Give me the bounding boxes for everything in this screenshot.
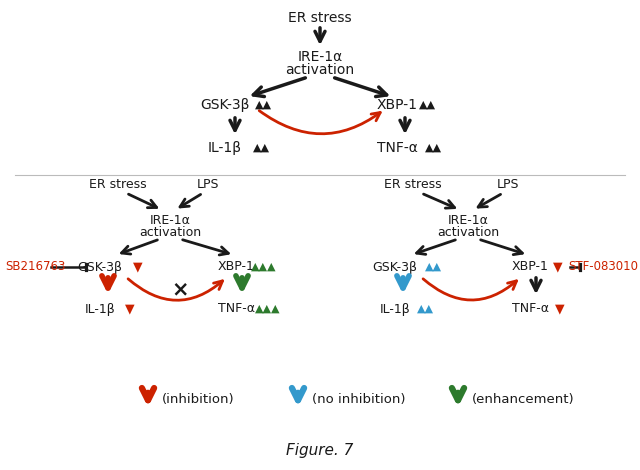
Text: IL-1β: IL-1β [380, 303, 410, 315]
Text: ▼: ▼ [133, 260, 143, 274]
Text: TNF-α: TNF-α [376, 141, 417, 155]
Text: GSK-3β: GSK-3β [372, 260, 417, 274]
Text: IL-1β: IL-1β [208, 141, 242, 155]
Text: ▲▲: ▲▲ [424, 143, 442, 153]
Text: activation: activation [139, 226, 201, 238]
Text: TNF-α: TNF-α [511, 303, 548, 315]
Text: IRE-1α: IRE-1α [298, 50, 342, 64]
Text: XBP-1: XBP-1 [511, 260, 548, 274]
Text: IL-1β: IL-1β [84, 303, 115, 315]
Text: LPS: LPS [196, 179, 220, 191]
Text: XBP-1: XBP-1 [376, 98, 417, 112]
Text: ×: × [172, 279, 189, 299]
Text: ▲▲: ▲▲ [417, 304, 433, 314]
Text: ER stress: ER stress [89, 179, 147, 191]
Text: GSK-3β: GSK-3β [77, 260, 122, 274]
Text: ▲▲: ▲▲ [253, 143, 269, 153]
Text: activation: activation [285, 63, 355, 77]
Text: LPS: LPS [497, 179, 519, 191]
Text: ▼: ▼ [555, 303, 565, 315]
Text: ▲▲: ▲▲ [419, 100, 435, 110]
Text: ▲▲▲: ▲▲▲ [252, 262, 276, 272]
Text: GSK-3β: GSK-3β [200, 98, 250, 112]
Text: ▲▲: ▲▲ [424, 262, 442, 272]
Text: ER stress: ER stress [288, 11, 352, 25]
Text: SB216763: SB216763 [5, 260, 65, 274]
FancyArrowPatch shape [259, 110, 380, 134]
Text: ▲▲: ▲▲ [255, 100, 271, 110]
Text: ▲▲▲: ▲▲▲ [255, 304, 281, 314]
Text: ER stress: ER stress [384, 179, 442, 191]
Text: Figure. 7: Figure. 7 [286, 442, 354, 457]
Text: IRE-1α: IRE-1α [447, 213, 488, 227]
Text: XBP-1: XBP-1 [218, 260, 255, 274]
Text: (enhancement): (enhancement) [472, 393, 575, 407]
FancyArrowPatch shape [128, 279, 223, 300]
Text: (inhibition): (inhibition) [162, 393, 235, 407]
Text: STF-083010: STF-083010 [568, 260, 638, 274]
FancyArrowPatch shape [423, 279, 516, 300]
Text: ▼: ▼ [125, 303, 135, 315]
Text: IRE-1α: IRE-1α [150, 213, 191, 227]
Text: ▼: ▼ [553, 260, 563, 274]
Text: TNF-α: TNF-α [218, 303, 255, 315]
Text: (no inhibition): (no inhibition) [312, 393, 406, 407]
Text: activation: activation [437, 226, 499, 238]
